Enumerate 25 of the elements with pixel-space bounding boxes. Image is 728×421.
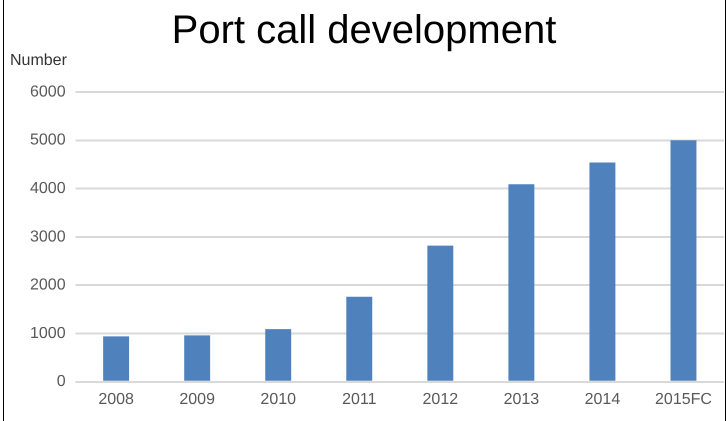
x-tick-label: 2008 [98,390,134,408]
y-tick-label: 5000 [30,132,66,149]
bar [508,184,534,381]
y-tick-label: 2000 [30,276,66,294]
x-tick-label: 2009 [179,390,216,408]
x-tick-label: 2013 [504,390,540,408]
bar [670,140,696,381]
y-tick-label: 4000 [30,180,66,198]
bar [427,246,454,381]
bar [103,336,130,381]
x-tick-label: 2011 [342,390,377,408]
x-tick-label: 2010 [260,390,296,408]
bar [346,296,372,381]
y-tick-label: 0 [56,373,66,390]
x-tick-label: 2014 [584,390,620,408]
bar [265,329,292,381]
y-tick-label: 6000 [30,83,66,100]
chart-title: Port call development [170,8,558,52]
y-axis-title: Number [10,52,67,70]
bar [589,162,616,381]
x-tick-label: 2015FC [655,390,712,408]
bar [184,335,210,381]
y-tick-label: 1000 [30,324,66,342]
x-tick-label: 2012 [422,390,458,408]
y-tick-label: 3000 [30,228,66,246]
